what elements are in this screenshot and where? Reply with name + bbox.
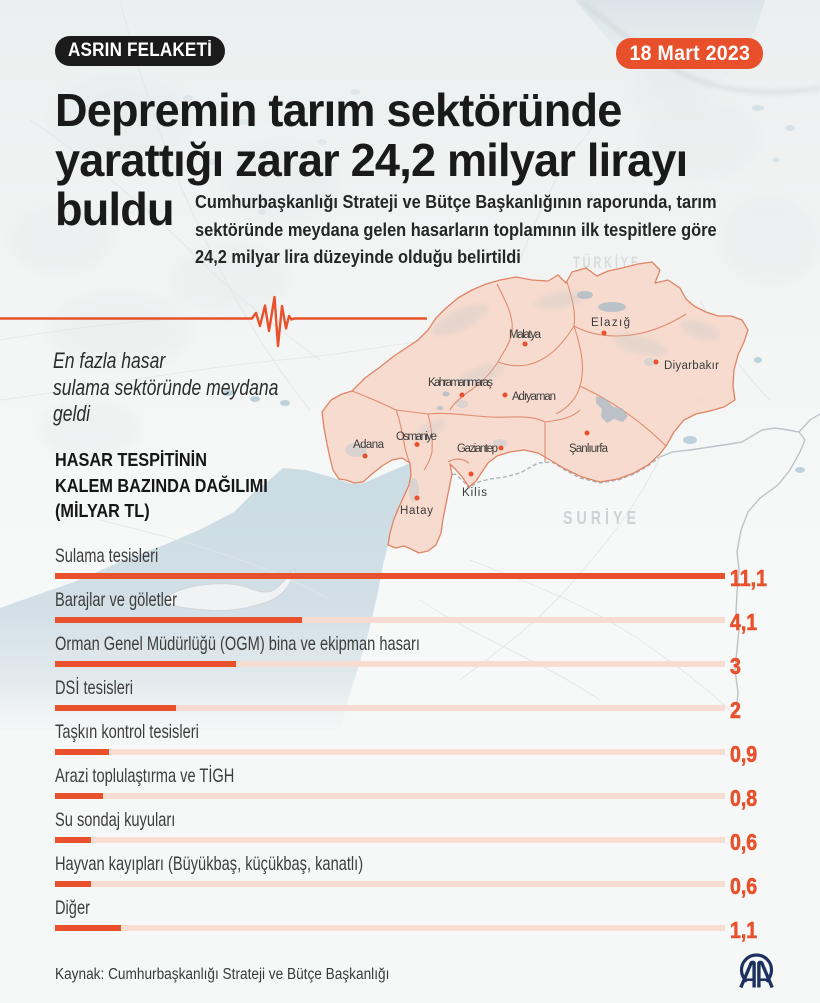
svg-text:Adıyaman: Adıyaman [512, 391, 556, 403]
svg-text:Adana: Adana [353, 439, 385, 451]
svg-text:Hatay: Hatay [400, 505, 433, 517]
svg-text:Gaziantep: Gaziantep [457, 443, 498, 455]
svg-text:Kahramanmaraş: Kahramanmaraş [428, 377, 493, 389]
svg-text:TÜRKİYE: TÜRKİYE [573, 253, 641, 272]
svg-text:SURİYE: SURİYE [563, 508, 640, 528]
svg-text:Şanlıurfa: Şanlıurfa [569, 443, 609, 455]
svg-text:Osmaniye: Osmaniye [396, 431, 437, 443]
svg-text:Malatya: Malatya [509, 329, 542, 341]
svg-text:Diyarbakır: Diyarbakır [664, 360, 719, 372]
svg-text:Kilis: Kilis [462, 487, 487, 499]
